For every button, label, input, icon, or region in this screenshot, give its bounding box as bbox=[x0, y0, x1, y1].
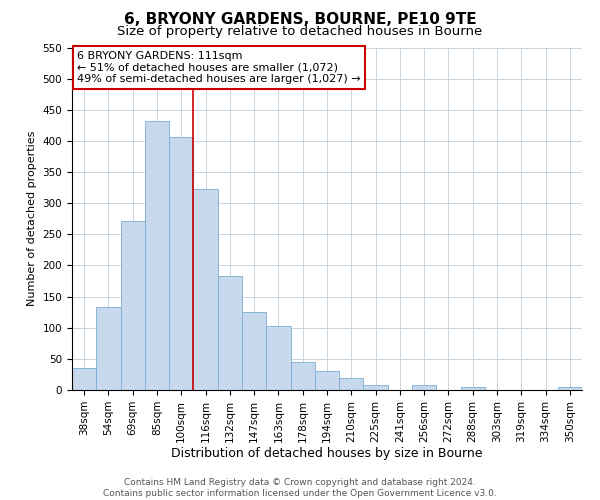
Bar bbox=[266, 326, 290, 390]
Bar bbox=[72, 368, 96, 390]
Bar bbox=[461, 387, 485, 390]
Text: 6 BRYONY GARDENS: 111sqm
← 51% of detached houses are smaller (1,072)
49% of sem: 6 BRYONY GARDENS: 111sqm ← 51% of detach… bbox=[77, 51, 361, 84]
Bar bbox=[412, 385, 436, 390]
Bar bbox=[96, 307, 121, 390]
Bar bbox=[121, 220, 145, 390]
Bar bbox=[242, 312, 266, 390]
Bar bbox=[169, 137, 193, 390]
Bar bbox=[290, 362, 315, 390]
Text: Contains HM Land Registry data © Crown copyright and database right 2024.
Contai: Contains HM Land Registry data © Crown c… bbox=[103, 478, 497, 498]
Text: 6, BRYONY GARDENS, BOURNE, PE10 9TE: 6, BRYONY GARDENS, BOURNE, PE10 9TE bbox=[124, 12, 476, 28]
Bar bbox=[315, 372, 339, 390]
Bar bbox=[339, 378, 364, 390]
Text: Size of property relative to detached houses in Bourne: Size of property relative to detached ho… bbox=[118, 25, 482, 38]
Bar bbox=[364, 385, 388, 390]
X-axis label: Distribution of detached houses by size in Bourne: Distribution of detached houses by size … bbox=[171, 448, 483, 460]
Y-axis label: Number of detached properties: Number of detached properties bbox=[27, 131, 37, 306]
Bar bbox=[145, 121, 169, 390]
Bar bbox=[193, 190, 218, 390]
Bar bbox=[558, 387, 582, 390]
Bar bbox=[218, 276, 242, 390]
